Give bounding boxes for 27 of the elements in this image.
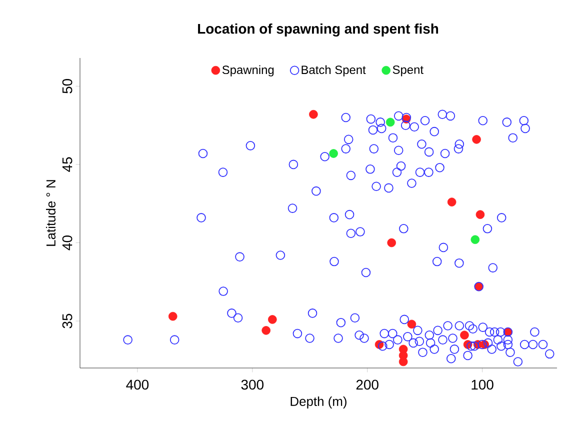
legend-label: Spawning bbox=[222, 65, 274, 76]
x-tick-label: 200 bbox=[356, 380, 378, 390]
point bbox=[387, 238, 396, 248]
y-axis-title: Latitude ° N bbox=[46, 180, 56, 246]
y-tick-label: 40 bbox=[62, 236, 72, 250]
legend-label: Spent bbox=[392, 65, 424, 76]
x-tick-label: 100 bbox=[472, 380, 494, 390]
point bbox=[460, 330, 469, 340]
point bbox=[268, 315, 277, 324]
point bbox=[472, 135, 481, 144]
y-tick-label: 45 bbox=[62, 157, 72, 172]
point bbox=[168, 312, 178, 321]
x-tick-label: 300 bbox=[241, 380, 264, 390]
y-tick-label: 50 bbox=[62, 78, 72, 94]
x-axis-title: Depth (m) bbox=[290, 396, 346, 409]
chart-title: Location of spawning and spent fish bbox=[198, 23, 438, 37]
x-tick-label: 400 bbox=[126, 380, 149, 390]
y-tick-label: 35 bbox=[62, 314, 72, 328]
point bbox=[386, 118, 395, 127]
point bbox=[407, 320, 416, 329]
point bbox=[329, 149, 338, 158]
point bbox=[476, 210, 485, 219]
legend-label: Batch Spent bbox=[302, 65, 366, 76]
point bbox=[470, 235, 480, 244]
point bbox=[309, 110, 318, 119]
point bbox=[262, 326, 270, 335]
point bbox=[447, 198, 456, 206]
